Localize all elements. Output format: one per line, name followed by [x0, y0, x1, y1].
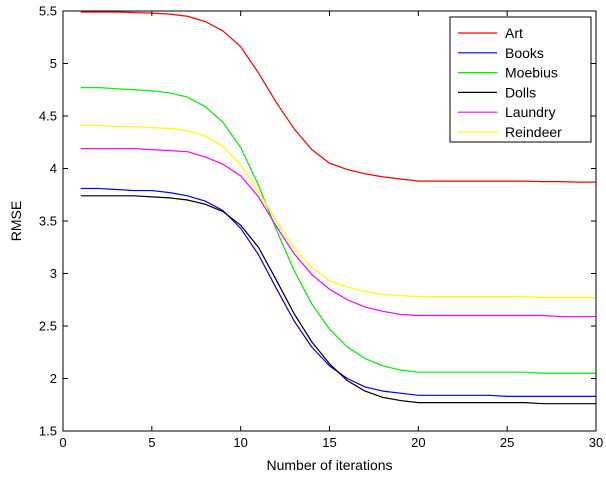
series-layer — [80, 11, 596, 405]
x-tick-label: 0 — [59, 435, 66, 450]
y-tick-label: 5 — [50, 56, 57, 71]
y-tick-label: 3.5 — [39, 214, 57, 229]
x-tick-label: 25 — [500, 435, 514, 450]
series-line-reindeer — [80, 124, 596, 299]
legend-label: Laundry — [505, 104, 556, 120]
x-tick-label: 10 — [233, 435, 247, 450]
y-tick-label: 5.5 — [39, 4, 57, 19]
y-tick-label: 4.5 — [39, 109, 57, 124]
series-line-moebius — [80, 87, 596, 374]
axis-ticks: 0 5 10 15 20 25 30 1.5 2 2.5 3 3.5 4 4.5 5 5.5 — [39, 4, 603, 451]
series-line-dolls — [80, 195, 596, 405]
legend-label: Books — [505, 45, 544, 61]
legend-label: Dolls — [505, 84, 536, 100]
series-line-art — [80, 11, 596, 183]
y-tick-label: 2.5 — [39, 319, 57, 334]
y-tick-label: 1.5 — [39, 424, 57, 439]
y-axis-label: RMSE — [8, 201, 24, 241]
y-tick-label: 2 — [50, 371, 57, 386]
legend-label: Art — [505, 25, 523, 41]
x-tick-label: 15 — [322, 435, 336, 450]
legend: Art Books Moebius Dolls Laundry Reindeer — [449, 16, 592, 143]
y-tick-label: 3 — [50, 266, 57, 281]
series-line-laundry — [80, 147, 596, 318]
x-axis-label: Number of iterations — [266, 457, 392, 473]
legend-label: Moebius — [505, 65, 558, 81]
x-tick-label: 20 — [411, 435, 425, 450]
legend-label: Reindeer — [505, 124, 562, 140]
y-tick-label: 4 — [50, 161, 57, 176]
legend-box — [449, 16, 592, 143]
x-tick-label: 5 — [148, 435, 155, 450]
x-tick-label: 30 — [589, 435, 603, 450]
